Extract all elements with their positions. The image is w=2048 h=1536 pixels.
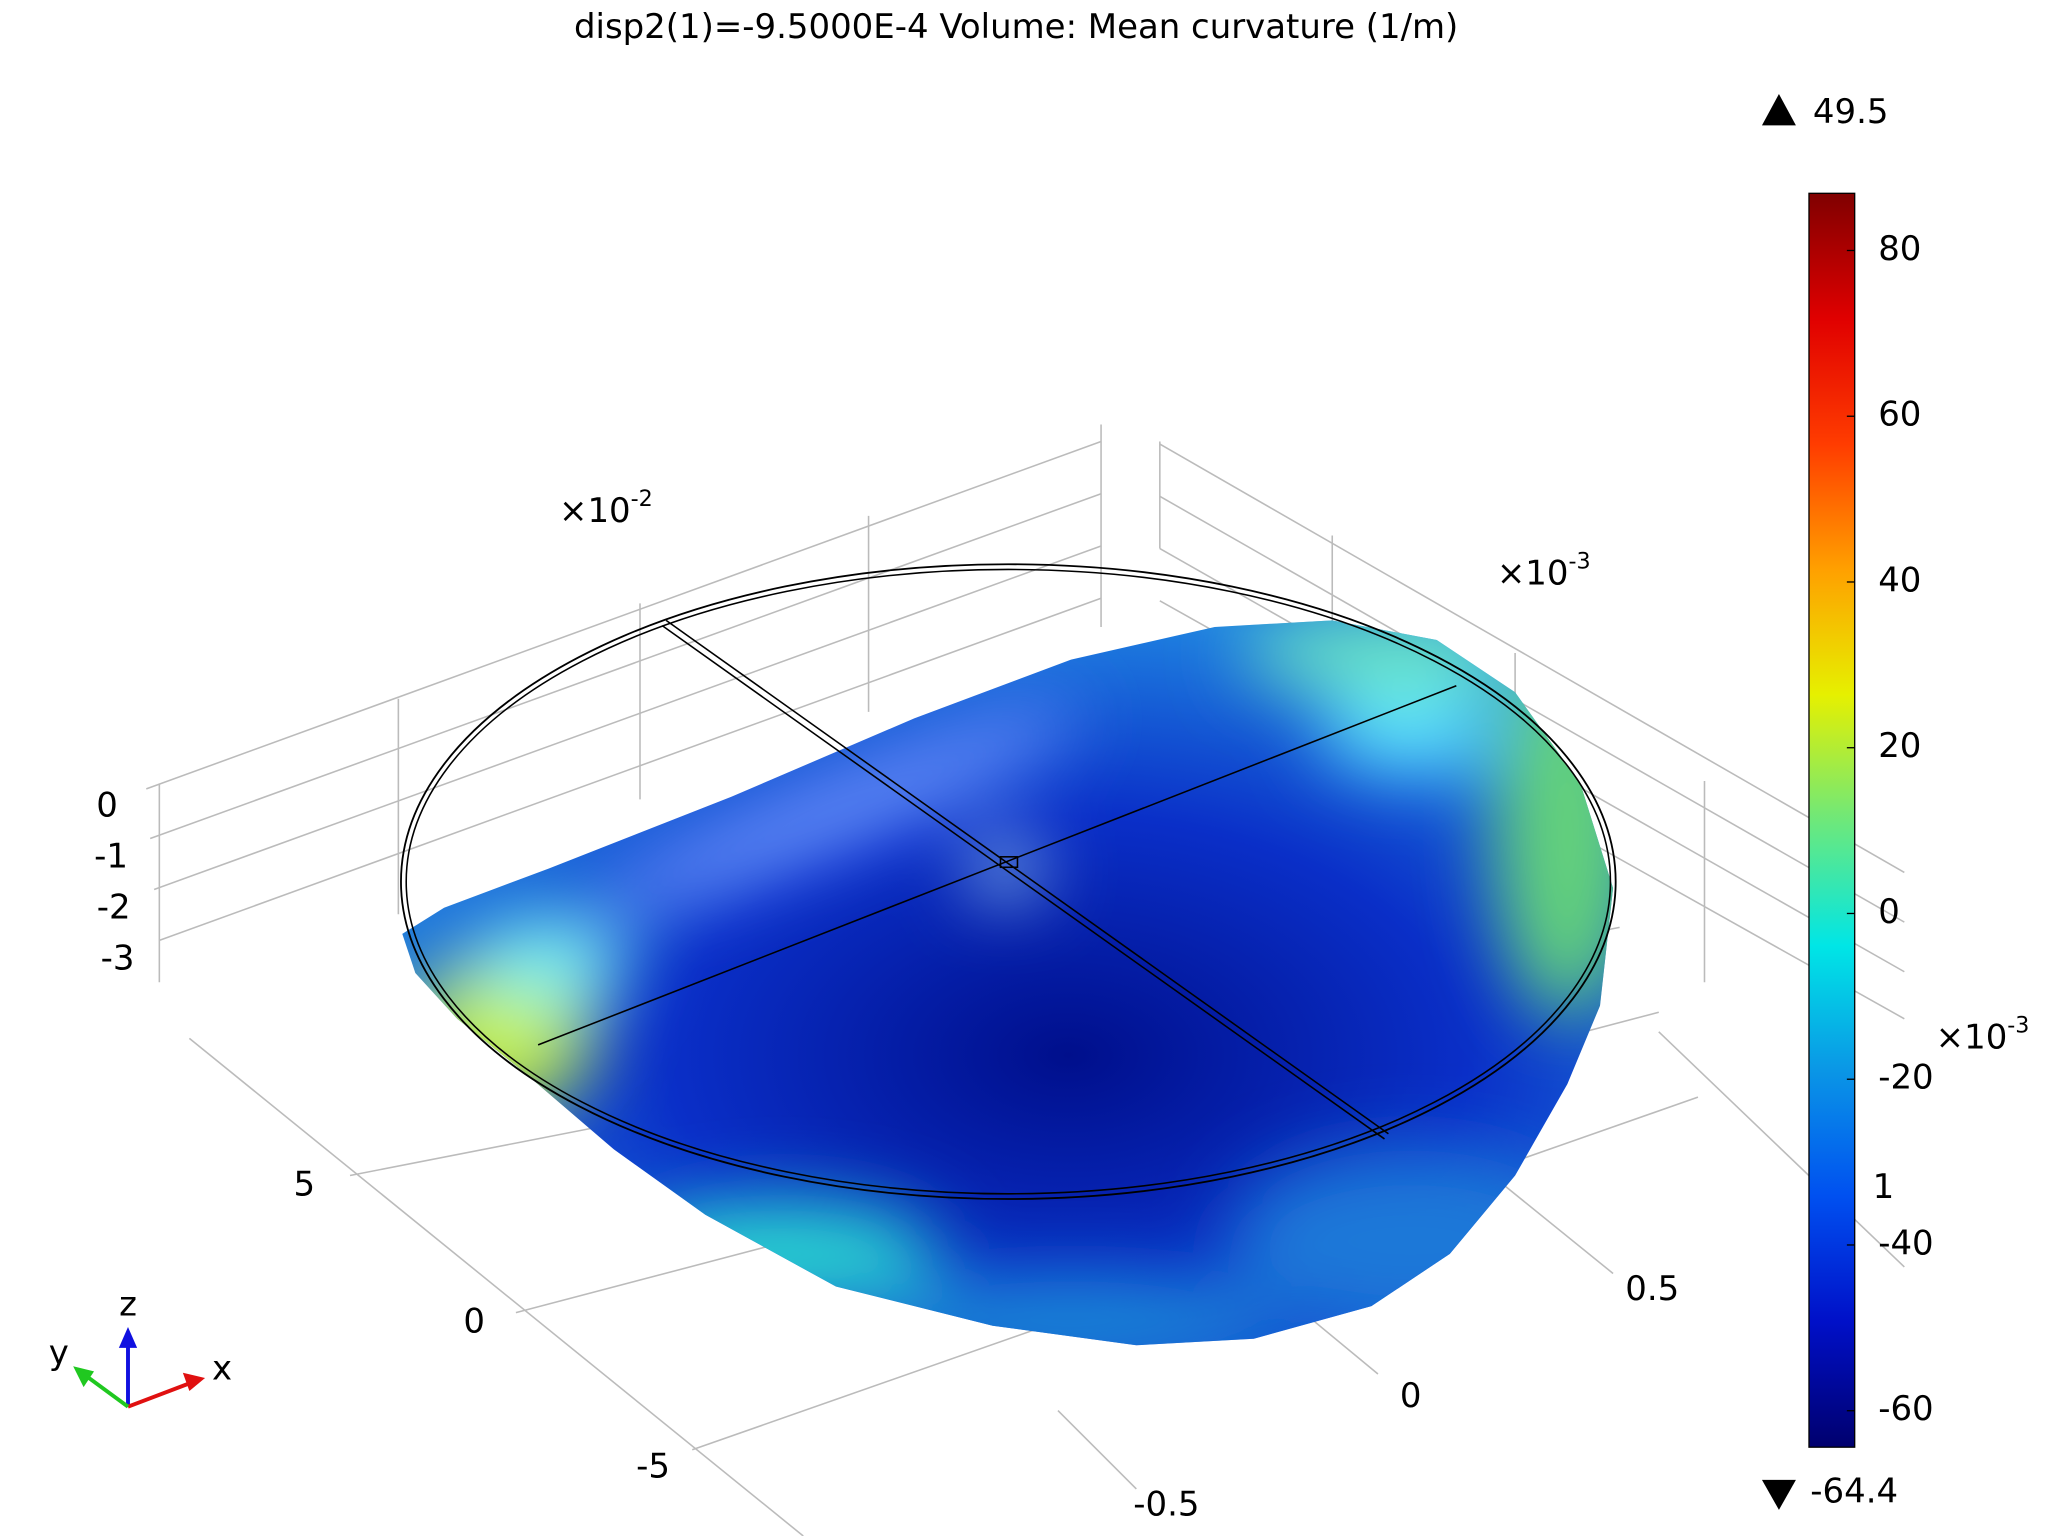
surface-shade [1319,692,1503,771]
axis-tick-label: 1 [1873,1167,1895,1207]
multiplier-exp: -3 [2007,1012,2029,1038]
grid-line [149,492,1102,840]
surface-shade [593,707,1079,913]
grid-line [1057,1410,1137,1490]
triad-y [82,1372,130,1409]
grid-line [159,597,1102,942]
colorbar-tick-label: -60 [1878,1389,1933,1429]
z-tick-label: 0 [96,786,118,826]
y-tick-label: 0 [463,1302,485,1342]
colorbar-tick-label: 20 [1878,726,1921,766]
colorbar-tick-label: -40 [1878,1223,1933,1263]
y-tick-label: 5 [294,1164,316,1204]
grid-line [153,545,1102,891]
x-tick-label: 0.5 [1625,1269,1679,1309]
multiplier-exp: -3 [1568,548,1590,574]
z-tick-label: -1 [94,837,128,877]
triad-x-head [182,1372,206,1392]
triad-label: y [49,1333,69,1373]
triad-label: x [212,1349,232,1389]
multiplier-exp: -2 [631,485,653,511]
colorbar [1808,192,1856,1448]
spoke [661,624,1385,1140]
surface-shade [862,1280,1280,1346]
triad-x [127,1380,195,1409]
center [999,856,1019,869]
triad-z-head [118,1327,138,1348]
spoke [665,619,1389,1135]
triad-label: z [119,1285,137,1325]
grid-line [1159,495,1905,923]
grid-line [146,440,1102,790]
x-tick-label: 0 [1400,1376,1422,1416]
rim [400,563,1617,1200]
colorbar-tick-label: 40 [1878,560,1921,600]
axis-multiplier: ×10-2 [559,485,653,530]
triad-y-head [73,1366,95,1388]
axis-triad: z x y [49,1285,232,1409]
spoke [537,684,1457,1046]
surface-shade [973,845,1039,893]
geometry-edges [400,563,1617,1200]
surface-shade [626,1201,941,1307]
max-marker [1761,94,1796,126]
multiplier-base: ×10 [1936,1017,2008,1057]
colorbar-tick-label: 60 [1878,395,1921,435]
y-tick-label: -5 [636,1447,670,1487]
min-marker [1761,1479,1796,1510]
multiplier-base: ×10 [1497,553,1569,593]
colorbar-tick-label: 0 [1878,892,1900,932]
rim [405,568,1612,1195]
z-tick-label: -3 [101,939,135,979]
surface-shade [1227,1149,1594,1333]
colorbar-tick-label: 80 [1878,229,1921,269]
box-edge [188,1037,804,1536]
chart-title: disp2(1)=-9.5000E-4 Volume: Mean curvatu… [574,7,1458,47]
axis-multiplier: ×10-3 [1936,1012,2030,1057]
multiplier-base: ×10 [559,491,631,531]
box-edge [1658,1031,1905,1268]
z-tick-label: -2 [97,888,131,928]
x-tick-label: -0.5 [1133,1484,1199,1524]
colorbar-min: -64.4 [1810,1471,1898,1511]
surface [402,620,1614,1346]
colorbar-tick-label: -20 [1878,1058,1933,1098]
colorbar-max: 49.5 [1813,92,1889,132]
axis-multiplier: ×10-3 [1497,548,1591,593]
grid-line [1159,443,1905,874]
surface-shade [470,914,627,1006]
